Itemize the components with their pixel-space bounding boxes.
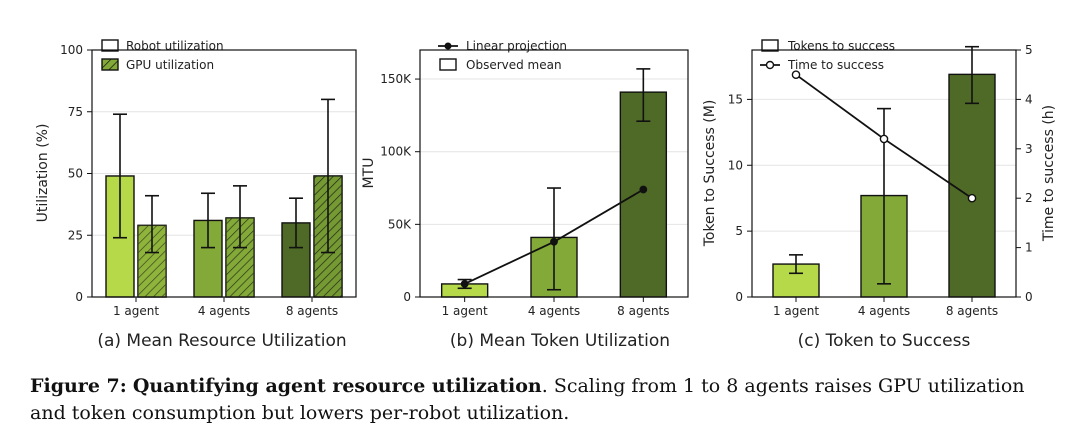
x-tick-label: 4 agents	[858, 304, 910, 318]
line-point	[550, 237, 558, 246]
axes-frame-b	[419, 49, 689, 298]
figure-caption: Figure 7: Quantifying agent resource uti…	[30, 373, 1060, 427]
y-tick-label: 50	[68, 167, 83, 181]
legend-label-robot: Robot utilization	[126, 39, 224, 53]
legend-label-gpu: GPU utilization	[126, 58, 214, 72]
bar	[948, 73, 996, 298]
x-tick-label: 8 agents	[946, 304, 998, 318]
y-tick-label: 0	[735, 290, 743, 304]
line-point	[879, 134, 889, 144]
y-tick-label: 0	[403, 290, 411, 304]
x-tick-label: 4 agents	[198, 304, 250, 318]
y-tick-label: 150K	[380, 72, 412, 86]
y-axis-label-b: MTU	[361, 158, 377, 189]
y-tick-label: 0	[75, 290, 83, 304]
legend-swatch-observed	[439, 58, 457, 71]
caption-text: . Scaling from 1 to 8 agents raises GPU …	[30, 375, 1025, 424]
x-tick-label: 8 agents	[286, 304, 338, 318]
y2-tick-label: 2	[1025, 191, 1033, 205]
y2-tick-label: 4	[1025, 92, 1033, 106]
axes-frame-a	[91, 49, 357, 298]
legend-label-tokens: Tokens to success	[787, 39, 895, 53]
x-tick-label: 4 agents	[528, 304, 580, 318]
caption-bold-title: Quantifying agent resource utilization	[132, 375, 542, 397]
y-tick-label: 100	[60, 43, 83, 57]
line-point	[967, 193, 977, 203]
axes-frame-c	[751, 49, 1017, 298]
x-tick-label: 8 agents	[617, 304, 669, 318]
y-tick-label: 10	[728, 158, 743, 172]
y2-tick-label: 3	[1025, 142, 1033, 156]
line-point	[460, 280, 469, 288]
legend-swatch-tokens	[761, 39, 779, 52]
y-tick-label: 25	[68, 228, 83, 242]
y2-tick-label: 5	[1025, 43, 1033, 57]
legend-swatch-projection-marker	[444, 42, 452, 50]
y-axis-label-c: Token to Success (M)	[702, 100, 718, 248]
legend-c: Tokens to success Time to success	[760, 39, 895, 72]
line-point	[791, 70, 801, 79]
legend-swatch-robot	[101, 39, 119, 52]
y-tick-label: 50K	[388, 217, 412, 231]
legend-swatch-time-marker	[765, 60, 775, 70]
chart-title-a: (a) Mean Resource Utilization	[97, 331, 346, 351]
y-tick-label: 75	[68, 105, 83, 119]
legend-label-time: Time to success	[787, 58, 884, 72]
legend-swatch-gpu	[101, 58, 119, 71]
chart-panel-c: Token to Success (M) Time to success (h)…	[702, 39, 1057, 351]
y-axis-label-a: Utilization (%)	[35, 124, 51, 223]
chart-title-b: (b) Mean Token Utilization	[450, 331, 670, 351]
line-point	[639, 185, 648, 194]
figure: Utilization (%) (a) Mean Resource Utiliz…	[35, 39, 1057, 351]
y-tick-label: 15	[728, 92, 743, 106]
x-tick-label: 1 agent	[773, 304, 819, 318]
y-tick-label: 100K	[380, 145, 412, 159]
y2-tick-label: 1	[1025, 241, 1033, 255]
y2-axis-label-c: Time to success (h)	[1041, 105, 1057, 242]
x-tick-label: 1 agent	[442, 304, 488, 318]
chart-panel-b: MTU (b) Mean Token Utilization Linear pr…	[361, 39, 689, 351]
bar	[619, 91, 668, 298]
legend-label-observed: Observed mean	[466, 58, 562, 72]
legend-b: Linear projection Observed mean	[438, 39, 567, 72]
legend-a: Robot utilization GPU utilization	[101, 39, 224, 72]
chart-panel-a: Utilization (%) (a) Mean Resource Utiliz…	[35, 39, 357, 351]
y-tick-label: 5	[735, 224, 743, 238]
chart-title-c: (c) Token to Success	[798, 331, 971, 351]
y2-tick-label: 0	[1025, 290, 1033, 304]
x-tick-label: 1 agent	[113, 304, 159, 318]
caption-label: Figure 7:	[30, 375, 127, 397]
legend-label-projection: Linear projection	[466, 39, 567, 53]
